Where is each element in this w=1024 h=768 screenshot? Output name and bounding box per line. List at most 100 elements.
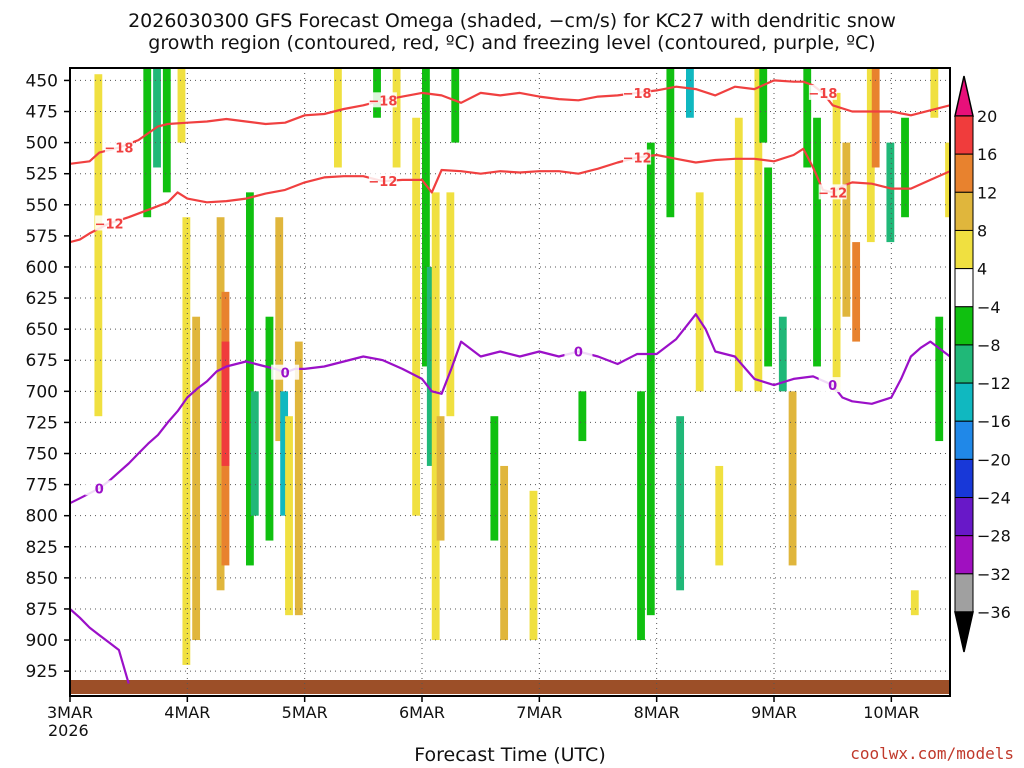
contour-label: −12 <box>623 152 652 167</box>
contour-label: −18 <box>808 87 837 102</box>
omega-cell <box>832 92 841 392</box>
contour-line <box>70 147 950 244</box>
omega-cell <box>436 416 445 541</box>
x-tick-label: 3MAR <box>47 703 93 722</box>
omega-cell <box>778 316 787 392</box>
contour-label: 0 <box>574 346 583 361</box>
omega-cell <box>866 68 875 243</box>
omega-cell <box>529 490 538 641</box>
colorbar-segment <box>954 458 974 499</box>
contour-label-bg <box>808 84 837 100</box>
omega-cell <box>153 68 161 168</box>
y-tick-label: 525 <box>26 165 58 185</box>
contour-label-bg <box>623 149 652 165</box>
colorbar-label: −36 <box>977 603 1011 622</box>
x-axis-title: Forecast Time (UTC) <box>414 744 606 766</box>
omega-cell <box>280 391 289 516</box>
contour-label-bg <box>564 343 593 359</box>
omega-cell <box>162 68 171 193</box>
y-tick-label: 500 <box>26 134 58 154</box>
x-tick-sublabel: 2026 <box>48 721 89 740</box>
omega-cell <box>334 68 342 168</box>
omega-cell <box>842 142 851 317</box>
y-tick-label: 750 <box>26 445 58 465</box>
colorbar-segment <box>954 573 974 613</box>
contour-line <box>70 608 130 684</box>
contour-label: −12 <box>368 175 397 190</box>
colorbar-label: 4 <box>977 260 987 279</box>
contour-label-bg <box>368 173 397 189</box>
x-tick-label: 8MAR <box>634 703 680 722</box>
colorbar-bottom-arrow <box>954 611 974 653</box>
colorbar-segment <box>954 268 974 308</box>
omega-cell <box>177 68 186 143</box>
contour-label-bg <box>368 92 397 108</box>
omega-cell <box>412 117 421 516</box>
colorbar-label: −12 <box>977 374 1011 393</box>
omega-cell <box>734 117 743 392</box>
y-tick-label: 575 <box>26 227 58 247</box>
omega-cell <box>686 68 694 118</box>
terrain-ground <box>70 680 950 694</box>
y-tick-label: 775 <box>26 476 58 496</box>
colorbar-segment <box>954 497 974 537</box>
colorbar-label: −16 <box>977 412 1011 431</box>
y-tick-label: 800 <box>26 507 58 527</box>
omega-cell <box>759 68 768 143</box>
contour-label-bg <box>95 215 124 231</box>
colorbar-top-arrow <box>954 75 974 117</box>
colorbar-label: 12 <box>977 183 997 202</box>
colorbar-label: 16 <box>977 145 997 164</box>
omega-cell <box>695 192 704 392</box>
y-tick-label: 600 <box>26 258 58 278</box>
omega-cell <box>578 391 587 442</box>
colorbar-label: −4 <box>977 298 1001 317</box>
omega-cell <box>221 341 230 466</box>
omega-cell <box>871 68 880 168</box>
x-tick-label: 9MAR <box>751 703 797 722</box>
omega-cell <box>813 117 821 367</box>
x-tick-label: 7MAR <box>516 703 562 722</box>
contour-label-bg <box>818 184 847 200</box>
y-tick-label: 450 <box>26 71 58 91</box>
contour-label: 0 <box>828 379 837 394</box>
x-tick-label: 10MAR <box>863 703 919 722</box>
colorbar-segment <box>954 153 974 193</box>
colorbar-segment <box>954 229 974 270</box>
y-tick-label: 900 <box>26 631 58 651</box>
omega-cell <box>901 117 909 218</box>
colorbar-segment <box>954 535 974 575</box>
contour-label: 0 <box>95 482 104 497</box>
omega-cell <box>246 192 254 566</box>
site-credit: coolwx.com/models <box>850 744 1014 763</box>
omega-cell <box>192 316 201 641</box>
omega-cell <box>935 316 944 442</box>
colorbar-segment <box>954 115 974 155</box>
y-tick-label: 650 <box>26 320 58 340</box>
y-tick-label: 875 <box>26 600 58 620</box>
omega-cell <box>754 68 763 392</box>
y-tick-label: 925 <box>26 662 58 682</box>
colorbar-label: 20 <box>977 107 997 126</box>
omega-cell <box>392 68 401 168</box>
colorbar-label: 8 <box>977 221 987 240</box>
x-tick-label: 5MAR <box>282 703 328 722</box>
colorbar-label: −20 <box>977 450 1011 469</box>
omega-cell <box>446 192 455 417</box>
contour-label-bg <box>104 139 133 155</box>
omega-cell <box>451 68 460 143</box>
y-tick-label: 725 <box>26 413 58 433</box>
x-tick-label: 6MAR <box>399 703 445 722</box>
omega-cell <box>646 142 655 616</box>
colorbar-label: −32 <box>977 565 1011 584</box>
y-tick-label: 700 <box>26 382 58 402</box>
omega-cell <box>852 242 861 342</box>
omega-cell <box>500 465 509 641</box>
chart-title-line-2: growth region (contoured, red, ºC) and f… <box>148 32 876 54</box>
omega-cell <box>426 266 435 466</box>
omega-cell <box>216 217 225 591</box>
contour-label: −18 <box>104 142 133 157</box>
contour-label: 0 <box>281 367 290 382</box>
omega-cell <box>94 74 103 417</box>
